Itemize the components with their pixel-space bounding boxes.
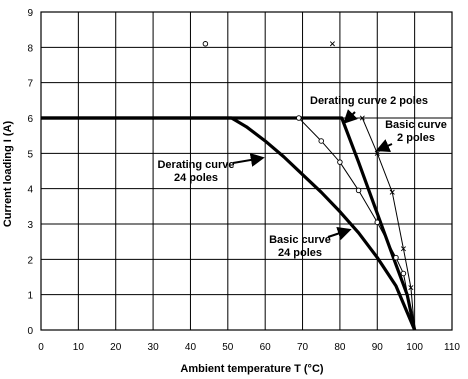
x-tick-label-8: 80: [334, 342, 346, 353]
x-tick-label-6: 60: [260, 342, 272, 353]
y-tick-label-4: 4: [27, 185, 33, 196]
y-tick-label-1: 1: [27, 291, 33, 302]
annotation-arrow-basic24: [327, 226, 352, 241]
x-tick-label-1: 10: [73, 342, 85, 353]
point-basic24-5: [393, 254, 399, 261]
series-line-basic24: [298, 117, 416, 331]
annotation-arrow-basic2: [375, 139, 393, 153]
point-basic2-3: [400, 246, 406, 252]
annotation-basic24: Basic curve 24 poles: [269, 234, 331, 259]
series-line-derating24: [41, 116, 417, 331]
point-basic24-0: [296, 115, 302, 121]
x-tick-label-9: 90: [372, 342, 384, 353]
y-tick-label-2: 2: [27, 255, 33, 266]
y-tick-label-7: 7: [27, 79, 33, 90]
legend-marker-0: [202, 41, 209, 47]
x-tick-label-11: 110: [444, 342, 460, 353]
annotation-arrow-derating24: [232, 153, 265, 167]
x-axis-title: Ambient temperature T (°C): [180, 363, 323, 375]
x-tick-label-10: 100: [406, 342, 423, 353]
y-tick-label-6: 6: [27, 114, 33, 125]
tick-labels: 0 10 20 30 40 50 60 70 80 90 100 110 0 1 2 3 4 5 6 7 8 9: [27, 8, 460, 353]
x-tick-label-4: 40: [185, 342, 197, 353]
x-tick-label-0: 0: [38, 342, 44, 353]
annotation-derating24: Derating curve 24 poles: [157, 159, 234, 184]
point-basic2-0: [359, 115, 365, 121]
annotation-basic2: Basic curve 2 poles: [385, 119, 447, 144]
chart-markers: [202, 41, 414, 291]
curve-annotations: Derating curve 2 poles Basic curve 2 poles…: [157, 95, 446, 259]
chart-series: [41, 116, 417, 331]
series-line-derating2: [41, 116, 417, 331]
point-basic24-2: [337, 159, 343, 165]
y-tick-label-0: 0: [27, 326, 33, 337]
y-axis-title: Current loading I (A): [2, 121, 14, 228]
y-tick-label-9: 9: [27, 8, 33, 19]
point-basic24-6: [400, 270, 407, 277]
point-basic2-4: [408, 285, 414, 291]
y-tick-label-3: 3: [27, 220, 33, 231]
annotation-derating2: Derating curve 2 poles: [310, 95, 428, 107]
x-tick-label-3: 30: [148, 342, 160, 353]
x-tick-label-7: 70: [297, 342, 309, 353]
series-line-basic2: [361, 117, 416, 331]
chart-grid: [40, 11, 453, 331]
x-tick-label-2: 20: [110, 342, 122, 353]
point-basic2-2: [389, 189, 395, 195]
point-basic24-3: [355, 187, 362, 194]
point-basic24-1: [318, 138, 324, 144]
annotation-arrow-derating2: [343, 109, 358, 124]
legend-marker-1: [329, 41, 335, 47]
y-tick-label-8: 8: [27, 43, 33, 54]
y-tick-label-5: 5: [27, 149, 33, 160]
point-basic24-4: [374, 219, 381, 225]
x-tick-label-5: 50: [222, 342, 234, 353]
plot-frame: [40, 11, 453, 331]
